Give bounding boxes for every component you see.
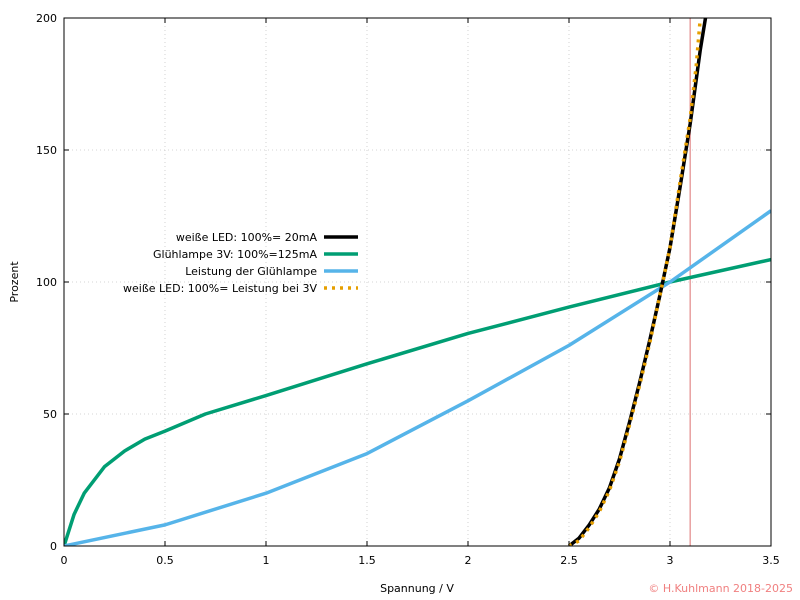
y-tick-label: 50 [43,408,57,421]
legend: weiße LED: 100%= 20mA Glühlampe 3V: 100%=… [123,231,358,295]
y-axis-label: Prozent [8,261,21,303]
y-tick-label: 200 [36,12,57,25]
y-tick-label: 100 [36,276,57,289]
legend-label-1: weiße LED: 100%= 20mA [176,231,318,244]
x-tick-label: 0.5 [156,554,174,567]
x-tick-label: 1 [263,554,270,567]
series-layer [64,18,771,546]
series-line-3 [64,209,771,546]
x-tick-label: 3 [667,554,674,567]
x-tick-label: 0 [61,554,68,567]
y-tick-label: 0 [50,540,57,553]
legend-label-4: weiße LED: 100%= Leistung bei 3V [123,282,317,295]
x-axis-label: Spannung / V [380,582,454,595]
x-tick-label: 1.5 [358,554,376,567]
legend-label-2: Glühlampe 3V: 100%=125mA [153,248,317,261]
series-line-4 [568,18,703,546]
copyright-notice: © H.Kuhlmann 2018-2025 [648,582,793,595]
ticks: 0 0.5 1 1.5 2 2.5 3 3.5 0 50 100 150 200 [36,12,780,567]
x-tick-label: 3.5 [762,554,780,567]
x-tick-label: 2 [465,554,472,567]
legend-label-3: Leistung der Glühlampe [185,265,317,278]
y-tick-label: 150 [36,144,57,157]
x-tick-label: 2.5 [560,554,578,567]
series-line-2 [64,257,771,546]
